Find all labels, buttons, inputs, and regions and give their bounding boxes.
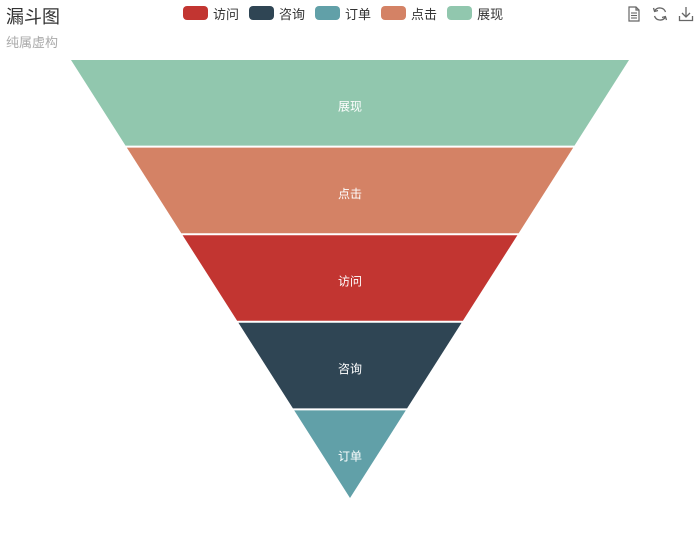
legend-swatch-order: [315, 6, 341, 20]
funnel-label-impression: 展现: [338, 99, 362, 113]
legend-label-click: 点击: [411, 7, 438, 23]
legend-label-consult: 咨询: [279, 7, 306, 23]
legend-label-visit: 访问: [213, 7, 240, 23]
legend-item-consult[interactable]: 咨询: [249, 4, 305, 23]
funnel-label-order: 订单: [338, 450, 362, 464]
save-image-icon[interactable]: [677, 5, 695, 23]
chart-title: 漏斗图: [6, 7, 60, 28]
funnel-segment-click[interactable]: [126, 147, 574, 234]
legend-swatch-visit: [183, 6, 208, 20]
legend: 访问 咨询 订单 点击 展现: [183, 4, 513, 23]
legend-label-order: 订单: [345, 7, 372, 23]
funnel-segment-order[interactable]: [294, 410, 406, 498]
legend-item-click[interactable]: 点击: [381, 4, 437, 23]
funnel-label-visit: 访问: [338, 275, 362, 289]
legend-label-impression: 展现: [477, 7, 504, 23]
restore-icon[interactable]: [651, 5, 669, 23]
chart-subtitle: 纯属虚构: [6, 36, 59, 51]
data-view-icon[interactable]: [625, 5, 643, 23]
funnel-segment-visit[interactable]: [182, 235, 518, 321]
legend-item-impression[interactable]: 展现: [447, 4, 503, 23]
legend-swatch-impression: [447, 6, 473, 20]
funnel-label-click: 点击: [338, 187, 362, 201]
legend-item-visit[interactable]: 访问: [183, 4, 239, 23]
funnel-segment-consult[interactable]: [238, 322, 462, 409]
legend-swatch-consult: [249, 6, 275, 20]
legend-item-order[interactable]: 订单: [315, 4, 371, 23]
legend-swatch-click: [381, 6, 407, 20]
toolbox: [625, 5, 695, 23]
funnel-label-consult: 咨询: [338, 361, 362, 376]
funnel-segment-impression[interactable]: [71, 60, 629, 146]
